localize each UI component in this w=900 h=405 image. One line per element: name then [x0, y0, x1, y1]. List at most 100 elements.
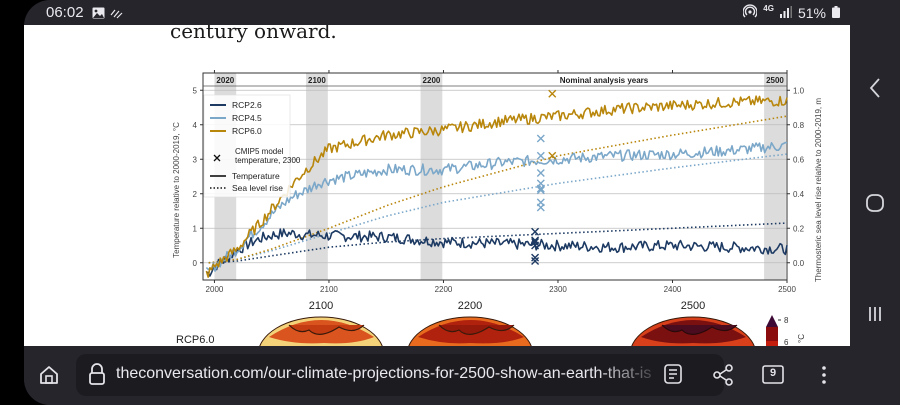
hotspot-icon — [742, 4, 758, 21]
x-tick-2100: 2100 — [320, 285, 338, 294]
sea-level-lines — [208, 115, 788, 264]
home-icon[interactable] — [38, 364, 60, 391]
legend-label-rcp60: RCP6.0 — [232, 126, 262, 136]
share-icon[interactable] — [712, 364, 734, 391]
navigation-bar — [850, 25, 900, 355]
band-label-2020: 2020 — [216, 76, 234, 85]
y-right-tick-0.2: 0.2 — [793, 224, 805, 233]
url-fade — [596, 354, 666, 396]
temperature-line-rcp26 — [206, 228, 788, 277]
temperature-lines — [205, 95, 788, 278]
colorbar-tick-6: 6 — [784, 338, 789, 346]
cmip5-marker-rcp60-1 — [548, 151, 557, 160]
y-right-tick-0.0: 0.0 — [793, 259, 805, 268]
cmip5-marker-rcp26-3 — [531, 241, 540, 250]
legend-label-sea-level: Sea level rise — [232, 183, 283, 193]
y-left-tick-2: 2 — [193, 190, 198, 199]
x-tick-2500: 2500 — [778, 285, 796, 294]
y-right-axis-label: Thermosteric sea level rise relative to … — [814, 98, 823, 282]
lock-icon[interactable] — [88, 363, 106, 392]
clock: 06:02 — [46, 4, 84, 21]
home-nav-button[interactable] — [850, 193, 900, 218]
map-title-2500: 2500 — [681, 300, 705, 312]
x-tick-2400: 2400 — [664, 285, 682, 294]
map-2200 — [408, 316, 532, 346]
x-tick-2000: 2000 — [206, 285, 224, 294]
cmip5-marker-rcp45-7 — [536, 203, 545, 212]
url-text[interactable]: theconversation.com/our-climate-projecti… — [116, 365, 652, 382]
browser-toolbar: theconversation.com/our-climate-projecti… — [24, 346, 900, 405]
cmip5-marker-rcp26-0 — [531, 227, 540, 236]
map-row-label: RCP6.0 — [176, 334, 215, 346]
y-left-tick-3: 3 — [193, 155, 198, 164]
map-title-2100: 2100 — [309, 300, 333, 312]
legend-label-temperature: Temperature — [232, 171, 280, 181]
battery-level: 51% — [797, 4, 826, 21]
4g-icon: 4G — [763, 4, 774, 13]
gallery-icon — [92, 6, 105, 24]
y-right-tick-0.6: 0.6 — [793, 155, 805, 164]
cmip5-marker-rcp45-1 — [536, 151, 545, 160]
cmip5-marker-rcp45-4 — [536, 184, 545, 193]
nominal-analysis-title: Nominal analysis years — [560, 76, 649, 85]
y-left-tick-4: 4 — [193, 121, 198, 130]
y-right-tick-0.8: 0.8 — [793, 121, 805, 130]
article-text: century onward. — [170, 25, 337, 43]
colorbar-unit: °C — [797, 334, 806, 343]
y-left-tick-0: 0 — [193, 259, 198, 268]
band-label-2200: 2200 — [423, 76, 441, 85]
colorbar: 8 6 °C — [766, 315, 806, 346]
signal-bars-icon — [779, 5, 792, 21]
band-labels: 2020 2100 2200 2500 — [216, 76, 784, 85]
status-right: 4G 51% — [742, 4, 840, 21]
y-right-tick-1.0: 1.0 — [793, 86, 805, 95]
temperature-line-rcp45 — [205, 141, 788, 272]
cmip5-markers — [531, 89, 557, 266]
colorbar-tick-8: 8 — [784, 316, 789, 325]
x-tick-2200: 2200 — [435, 285, 453, 294]
x-axis-ticks: 2000 2100 2200 2300 2400 2500 — [206, 70, 796, 294]
y-right-ticks: 0.0 0.2 0.4 0.6 0.8 1.0 — [787, 86, 805, 268]
band-label-2500: 2500 — [766, 76, 784, 85]
legend: RCP2.6 RCP4.5 RCP6.0 CMIP5 model tempera… — [203, 94, 301, 198]
sea-level-line-rcp60 — [208, 115, 788, 264]
y-right-tick-0.4: 0.4 — [793, 190, 805, 199]
tabs-button[interactable]: 9 — [762, 365, 784, 390]
address-bar[interactable]: theconversation.com/our-climate-projecti… — [76, 354, 724, 396]
legend-label-rcp26: RCP2.6 — [232, 100, 262, 110]
legend-label-cmip5-line1: CMIP5 model — [235, 147, 284, 156]
web-content[interactable]: century onward. 2020 2100 2200 2500 Nominal… — [24, 25, 850, 346]
cmip5-marker-rcp26-5 — [531, 257, 540, 266]
recents-button[interactable] — [850, 305, 900, 328]
sea-level-line-rcp26 — [208, 222, 788, 264]
legend-x-marker-icon — [213, 154, 221, 162]
reader-mode-icon[interactable] — [664, 364, 682, 389]
battery-icon — [832, 5, 840, 21]
tab-count: 9 — [769, 367, 777, 379]
plot-frame — [202, 72, 788, 281]
y-left-tick-5: 5 — [193, 86, 198, 95]
legend-box — [203, 94, 291, 198]
y-left-ticks: 0 1 2 3 4 5 — [193, 86, 203, 268]
cmip5-marker-rcp26-4 — [531, 253, 540, 262]
back-button[interactable] — [850, 77, 900, 104]
recents-icon — [869, 307, 881, 321]
legend-label-cmip5-line2: temperature, 2300 — [235, 156, 301, 165]
legend-label-rcp45: RCP4.5 — [232, 113, 262, 123]
map-title-2200: 2200 — [458, 300, 482, 312]
cmip5-marker-rcp45-0 — [536, 134, 545, 143]
band-label-2100: 2100 — [308, 76, 326, 85]
legend-label-cmip5: CMIP5 model temperature, 2300 — [235, 147, 301, 165]
gridlines — [203, 89, 787, 264]
y-left-axis-label: Temperature relative to 2000-2019, °C — [172, 122, 181, 258]
cmip5-marker-rcp45-5 — [536, 186, 545, 195]
home-circle-icon — [866, 194, 884, 212]
x-tick-2300: 2300 — [549, 285, 567, 294]
analysis-year-bands — [214, 73, 786, 280]
maps-section: 2100 2200 2500 RCP6.0 — [176, 300, 806, 346]
cmip5-marker-rcp45-2 — [536, 169, 545, 178]
cmip5-marker-rcp26-2 — [531, 238, 540, 247]
y-left-tick-1: 1 — [193, 224, 198, 233]
more-icon[interactable] — [821, 365, 827, 390]
climate-projection-chart: 2020 2100 2200 2500 Nominal analysis years … — [172, 70, 823, 346]
